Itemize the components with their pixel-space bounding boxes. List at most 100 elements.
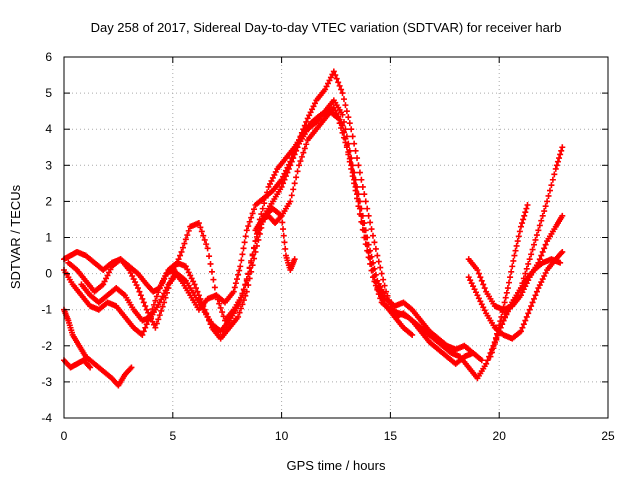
data-point-marker <box>539 276 546 283</box>
data-point-marker <box>502 294 509 301</box>
data-point-marker <box>365 241 372 248</box>
data-point-marker <box>346 147 353 154</box>
data-point-marker <box>501 299 508 306</box>
data-point-marker <box>211 284 218 291</box>
data-point-marker <box>495 326 502 333</box>
data-point-marker <box>541 273 548 280</box>
data-point-marker <box>372 271 379 278</box>
data-point-marker <box>536 222 543 229</box>
data-point-marker <box>236 298 243 305</box>
data-point-marker <box>330 68 337 75</box>
data-point-marker <box>339 90 346 97</box>
data-point-marker <box>161 276 168 283</box>
data-point-marker <box>280 180 287 187</box>
series-track-7 <box>252 212 298 273</box>
data-point-marker <box>546 187 553 194</box>
data-point-marker <box>538 279 545 286</box>
data-point-marker <box>252 238 259 245</box>
data-point-marker <box>246 218 253 225</box>
data-point-marker <box>475 270 482 277</box>
data-point-marker <box>471 286 478 293</box>
data-point-marker <box>378 270 385 277</box>
data-point-marker <box>287 198 294 205</box>
data-point-marker <box>304 115 311 122</box>
data-point-marker <box>361 191 368 198</box>
series-track-3 <box>61 104 477 367</box>
data-point-marker <box>352 176 359 183</box>
data-point-marker <box>468 280 475 287</box>
data-point-marker <box>536 256 543 263</box>
data-point-marker <box>162 287 169 294</box>
data-point-marker <box>470 283 477 290</box>
series-track-10 <box>487 256 564 360</box>
data-point-marker <box>156 285 163 292</box>
data-point-marker <box>156 312 163 319</box>
data-point-marker <box>291 180 298 187</box>
data-point-marker <box>342 126 349 133</box>
data-point-marker <box>480 304 487 311</box>
data-point-marker <box>191 281 198 288</box>
data-point-marker <box>349 133 356 140</box>
data-point-marker <box>367 219 374 226</box>
data-point-marker <box>282 245 289 252</box>
data-point-marker <box>133 282 140 289</box>
data-point-marker <box>152 297 159 304</box>
data-point-marker <box>155 289 162 296</box>
data-point-marker <box>339 111 346 118</box>
data-point-marker <box>325 80 332 87</box>
data-point-marker <box>153 320 160 327</box>
data-point-marker <box>162 273 169 280</box>
data-point-marker <box>548 182 555 189</box>
series-track-11 <box>491 202 531 346</box>
data-point-marker <box>541 245 548 252</box>
y-tick-label: -1 <box>41 303 52 317</box>
data-point-marker <box>522 270 529 277</box>
data-point-marker <box>354 155 361 162</box>
data-point-marker <box>307 109 314 116</box>
data-point-marker <box>149 318 156 325</box>
data-point-marker <box>262 194 269 201</box>
data-point-marker <box>525 260 532 267</box>
data-point-marker <box>101 278 108 285</box>
data-point-marker <box>185 269 192 276</box>
data-point-marker <box>529 299 536 306</box>
data-point-marker <box>526 306 533 313</box>
data-point-marker <box>381 300 388 307</box>
data-point-marker <box>217 304 224 311</box>
data-point-marker <box>516 228 523 235</box>
data-point-marker <box>155 316 162 323</box>
y-tick-label: -2 <box>41 339 52 353</box>
data-point-marker <box>248 214 255 221</box>
data-point-marker <box>536 282 543 289</box>
data-point-marker <box>559 248 566 255</box>
data-point-marker <box>542 241 549 248</box>
data-point-marker <box>179 244 186 251</box>
data-point-marker <box>340 129 347 136</box>
data-point-marker <box>542 203 549 210</box>
data-point-marker <box>152 324 159 331</box>
data-point-marker <box>535 227 542 234</box>
grid-lines <box>64 57 608 418</box>
data-point-marker <box>159 279 166 286</box>
data-point-marker <box>272 168 279 175</box>
data-point-marker <box>474 266 481 273</box>
data-point-marker <box>371 265 378 272</box>
data-point-marker <box>362 227 369 234</box>
data-point-marker <box>520 216 527 223</box>
data-point-marker <box>137 292 144 299</box>
data-point-marker <box>140 328 147 335</box>
data-point-marker <box>474 292 481 299</box>
data-point-marker <box>278 212 285 219</box>
y-tick-label: 1 <box>45 231 52 245</box>
data-point-marker <box>524 202 531 209</box>
x-tick-label: 5 <box>169 429 176 443</box>
data-point-marker <box>178 248 185 255</box>
data-point-marker <box>478 301 485 308</box>
data-point-marker <box>201 236 208 243</box>
data-point-marker <box>269 174 276 181</box>
data-point-marker <box>520 321 527 328</box>
data-point-marker <box>236 309 243 316</box>
data-point-marker <box>332 72 339 79</box>
data-point-marker <box>521 212 528 219</box>
data-point-marker <box>287 162 294 169</box>
